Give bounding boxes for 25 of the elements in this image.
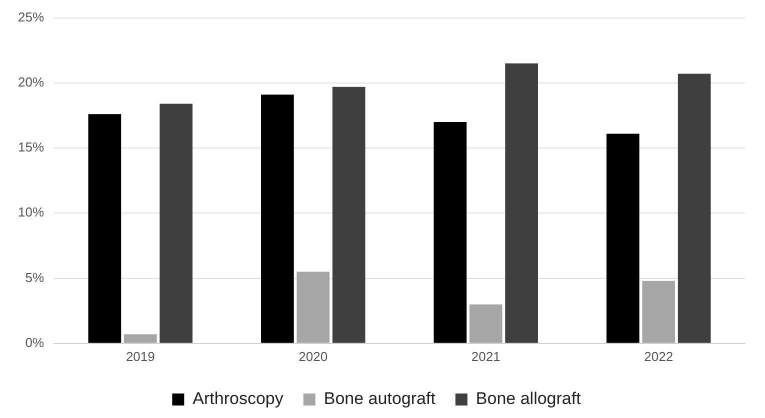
- bar: [296, 272, 330, 343]
- bar: [124, 334, 157, 343]
- y-tick-label: 25%: [18, 9, 44, 24]
- x-tick-label: 2020: [298, 348, 328, 364]
- legend-label: Bone autograft: [324, 389, 436, 408]
- x-tick-label: 2019: [126, 348, 155, 364]
- bar: [261, 94, 294, 343]
- bar: [678, 74, 711, 343]
- y-tick-label: 15%: [18, 140, 44, 155]
- bar: [88, 114, 122, 343]
- legend-label: Bone allograft: [476, 389, 582, 408]
- bar: [469, 304, 502, 343]
- y-tick-label: 20%: [18, 74, 44, 90]
- bar: [606, 134, 640, 343]
- bar: [332, 86, 366, 343]
- bar: [434, 122, 467, 343]
- y-tick-label: 10%: [18, 204, 44, 220]
- bar: [505, 63, 538, 343]
- x-tick-label: 2021: [471, 348, 500, 364]
- bar: [642, 280, 676, 343]
- legend-label: Arthroscopy: [192, 389, 284, 408]
- y-tick-label: 0%: [25, 334, 44, 350]
- y-tick-label: 5%: [25, 270, 44, 285]
- x-tick-label: 2022: [644, 348, 674, 364]
- bar: [160, 104, 193, 343]
